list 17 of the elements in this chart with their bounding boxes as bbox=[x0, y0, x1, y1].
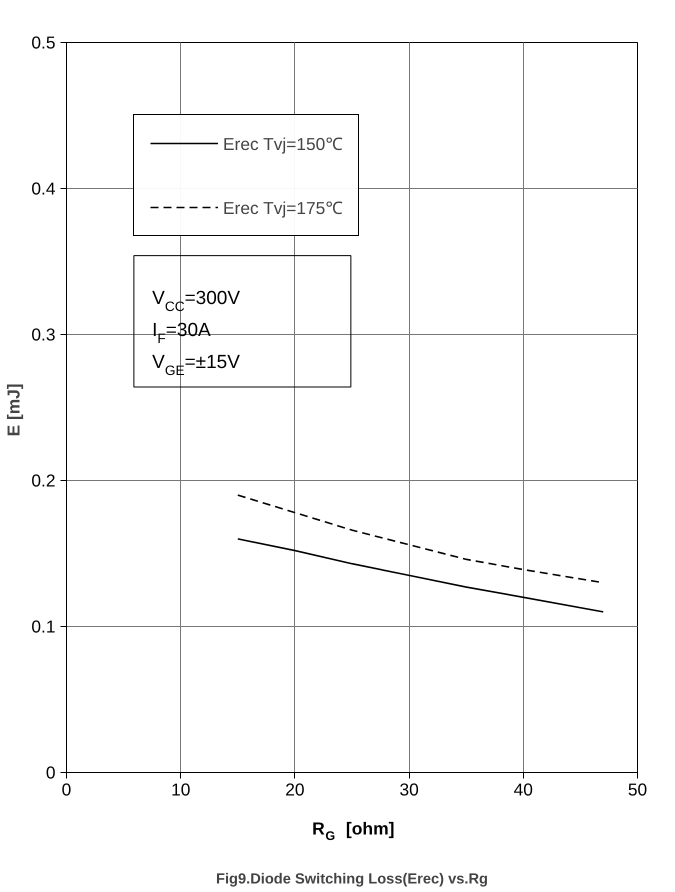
x-tick-label: 20 bbox=[285, 780, 305, 800]
y-tick-label: 0.3 bbox=[31, 324, 56, 344]
x-tick-label: 40 bbox=[514, 780, 533, 800]
x-tick-label: 50 bbox=[628, 780, 648, 800]
line-series bbox=[237, 538, 604, 613]
x-tick-label: 10 bbox=[171, 780, 190, 800]
y-tick-label: 0.2 bbox=[31, 470, 56, 490]
legend-label: Erec Tvj=175℃ bbox=[223, 197, 342, 219]
text: Fig9.Diode Switching Loss(Erec) vs.Rg bbox=[216, 872, 488, 888]
x-tick-label: 0 bbox=[62, 780, 72, 800]
y-tick-label: 0 bbox=[46, 762, 56, 782]
y-tick-label: 0.5 bbox=[31, 32, 56, 52]
legend-label: Erec Tvj=150℃ bbox=[223, 133, 342, 155]
x-tick-label: 30 bbox=[399, 780, 419, 800]
y-tick-label: 0.1 bbox=[31, 616, 56, 636]
y-tick-label: 0.4 bbox=[31, 178, 56, 198]
y-axis-title: E [mJ] bbox=[3, 383, 24, 436]
